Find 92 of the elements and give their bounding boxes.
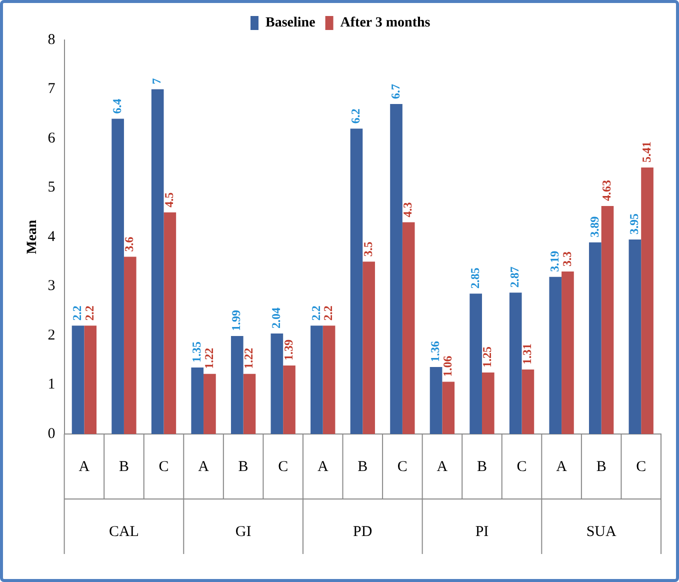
bar <box>402 222 415 434</box>
bar <box>270 334 284 434</box>
bar <box>362 262 375 434</box>
bar <box>322 326 336 434</box>
data-label: 3.95 <box>627 213 642 234</box>
bar <box>151 89 164 434</box>
data-label: 3.89 <box>587 216 602 238</box>
data-label: 1.99 <box>229 310 244 331</box>
bar <box>84 326 97 434</box>
y-tick-label: 6 <box>48 130 56 146</box>
data-label: 3.5 <box>360 242 375 257</box>
bar <box>350 128 363 434</box>
data-label: 3.6 <box>122 236 136 252</box>
x-tick-label: B <box>118 458 129 475</box>
bar <box>390 104 402 434</box>
y-tick-label: 0 <box>48 426 56 442</box>
y-tick-label: 2 <box>48 327 56 344</box>
bar <box>283 366 296 434</box>
bar <box>310 326 323 434</box>
data-label: 1.25 <box>480 346 494 368</box>
x-tick-label: A <box>317 458 328 475</box>
bar <box>243 374 256 434</box>
data-label: 2.2 <box>308 306 323 321</box>
y-axis-title: Mean <box>25 220 40 254</box>
bar <box>124 256 136 434</box>
bar <box>562 271 574 434</box>
data-label: 2.2 <box>82 306 96 321</box>
x-tick-label: B <box>596 458 606 475</box>
data-label: 3.3 <box>560 251 574 266</box>
bar <box>641 168 654 434</box>
text: SUA <box>586 524 616 540</box>
data-label: 2.87 <box>508 266 522 288</box>
x-tick-label: B <box>476 458 487 475</box>
data-label: 6.2 <box>348 108 363 124</box>
bar <box>628 239 642 434</box>
data-label: 1.31 <box>520 343 534 364</box>
text: PD <box>353 524 372 540</box>
bar <box>470 294 482 434</box>
data-label: 1.35 <box>189 342 204 363</box>
legend-label: After 3 months <box>340 16 431 31</box>
data-label: 2.2 <box>70 306 84 321</box>
bar <box>442 382 455 434</box>
y-tick-label: 4 <box>48 228 56 245</box>
bar <box>430 367 442 434</box>
x-tick-label: C <box>636 458 646 475</box>
x-tick-label: C <box>516 458 527 475</box>
x-tick-label: C <box>278 458 288 475</box>
bar <box>204 374 216 434</box>
text: CAL <box>108 524 139 540</box>
x-tick-label: A <box>198 458 210 475</box>
x-tick-label: A <box>78 458 90 475</box>
bar <box>482 372 494 434</box>
data-label: 2.04 <box>269 308 284 329</box>
bar <box>589 242 602 434</box>
x-tick-label: C <box>158 458 169 475</box>
data-label: 4.63 <box>600 180 614 201</box>
data-label: 1.06 <box>440 356 454 377</box>
bar <box>191 368 204 434</box>
text: GI <box>235 524 252 540</box>
data-label: 5.41 <box>639 142 654 163</box>
data-label: 2.85 <box>468 268 482 289</box>
text: PI <box>475 524 489 540</box>
x-tick-label: B <box>358 458 368 475</box>
data-label: 1.22 <box>202 348 216 369</box>
data-label: 4.3 <box>400 202 415 218</box>
x-tick-label: A <box>436 458 448 475</box>
bar <box>522 369 534 434</box>
data-label: 7 <box>150 78 164 84</box>
bar <box>112 118 124 434</box>
data-label: 2.2 <box>321 306 336 321</box>
bar <box>549 276 562 434</box>
y-tick-label: 3 <box>48 278 56 294</box>
x-tick-label: A <box>556 458 568 475</box>
x-tick-label: B <box>238 458 248 475</box>
bar <box>230 336 244 434</box>
data-label: 6.4 <box>110 98 124 114</box>
bar <box>164 212 176 434</box>
bar <box>601 206 614 434</box>
bar <box>72 326 84 434</box>
data-label: 3.19 <box>547 250 562 272</box>
x-tick-label: C <box>397 458 408 475</box>
y-tick-label: 1 <box>48 376 56 393</box>
data-label: 1.39 <box>281 340 296 361</box>
y-tick-label: 7 <box>48 81 56 98</box>
data-label: 6.7 <box>388 84 402 100</box>
legend-label: Baseline <box>266 16 316 31</box>
data-label: 4.5 <box>162 192 176 208</box>
y-tick-label: 5 <box>48 180 56 196</box>
y-tick-label: 8 <box>48 32 56 48</box>
data-label: 1.36 <box>428 341 442 362</box>
data-label: 1.22 <box>242 348 256 369</box>
bar <box>509 292 522 434</box>
